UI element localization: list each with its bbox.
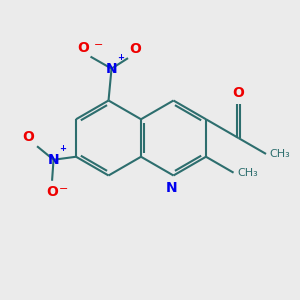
Text: CH₃: CH₃: [237, 168, 258, 178]
Text: +: +: [117, 53, 124, 62]
Text: O: O: [130, 42, 141, 56]
Text: N: N: [166, 181, 178, 195]
Text: O: O: [232, 86, 244, 100]
Text: O: O: [22, 130, 34, 144]
Text: CH₃: CH₃: [270, 149, 290, 159]
Text: O: O: [46, 185, 58, 199]
Text: N: N: [106, 61, 117, 76]
Text: O: O: [77, 40, 89, 55]
Text: −: −: [58, 184, 68, 194]
Text: +: +: [59, 144, 66, 153]
Text: −: −: [94, 40, 103, 50]
Text: N: N: [48, 153, 59, 167]
